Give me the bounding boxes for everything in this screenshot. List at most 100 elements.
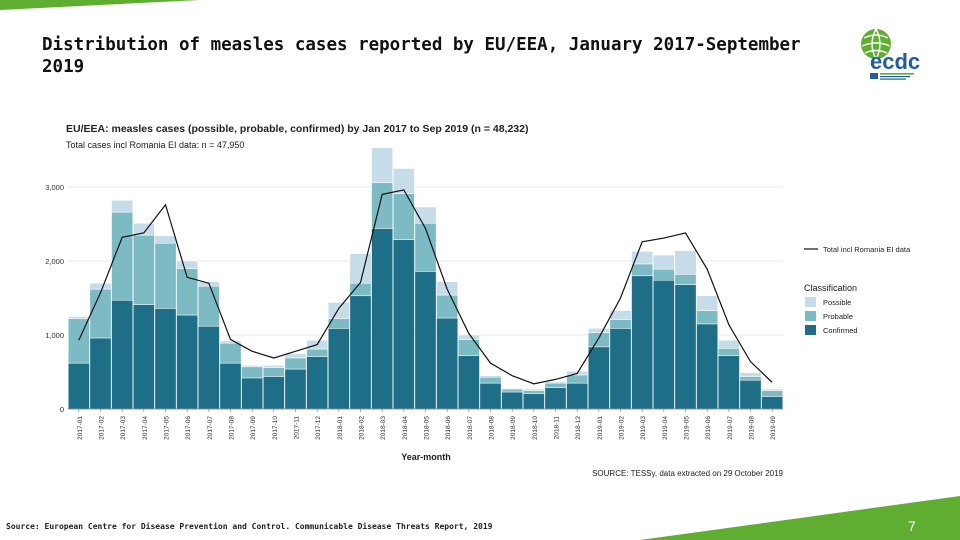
source-note: SOURCE: TESSy, data extracted on 29 Octo… [592,469,783,478]
bar-possible [501,388,524,390]
bar-probable [696,310,719,325]
bar-possible [284,353,307,359]
bar-confirmed [349,295,372,410]
total-line [78,189,773,385]
bar-confirmed [111,299,134,410]
x-tick-label: 2018-06 [445,416,452,440]
measles-chart: EU/EEA: measles cases (possible, probabl… [45,123,911,478]
chart-subtitle: Total cases incl Romania EI data: n = 47… [66,140,244,150]
x-tick-label: 2017-06 [185,416,192,440]
bar-confirmed [436,317,459,410]
y-tick-label: 3,000 [45,183,64,192]
bar-confirmed [631,275,654,410]
bar-possible [544,381,567,384]
bar-confirmed [89,337,112,410]
bar-probable [717,348,740,356]
bar-confirmed [566,382,589,410]
bar-confirmed [241,377,264,410]
x-tick-label: 2019-06 [705,416,712,440]
x-tick-label: 2017-12 [315,416,322,440]
footer-source: Source: European Centre for Disease Prev… [6,522,493,531]
bar-possible [609,310,632,320]
bar-possible [717,339,740,349]
bar-possible [154,235,177,244]
bar-possible [674,250,697,275]
bar-possible [761,388,784,391]
bar-confirmed [262,376,285,410]
bar-confirmed [674,284,697,410]
logo-wordmark: ecdc [870,49,920,74]
x-tick-label: 2017-01 [77,416,84,440]
bar-probable [522,390,545,394]
x-tick-label: 2018-04 [402,416,409,440]
x-tick-label: 2018-01 [337,416,344,440]
bar-probable [219,342,242,364]
x-tick-label: 2018-05 [424,416,431,440]
bar-confirmed [739,379,762,410]
bar-possible [176,260,199,269]
bar-probable [89,288,112,339]
chart-title: EU/EEA: measles cases (possible, probabl… [66,123,528,135]
legend-label-probable: Probable [823,312,853,321]
x-tick-label: 2017-03 [120,416,127,440]
bar-probable [392,193,415,240]
bar-confirmed [306,356,329,410]
bar-possible [371,147,394,183]
bar-probable [674,274,697,285]
bar-confirmed [761,396,784,410]
bar-confirmed [132,304,155,410]
x-tick-label: 2018-12 [575,416,582,440]
x-tick-label: 2019-01 [597,416,604,440]
bar-confirmed [67,362,90,410]
legend-swatch-confirmed [805,325,816,335]
bar-confirmed [176,314,199,410]
bar-probable [154,242,177,309]
legend-label-confirmed: Confirmed [823,326,858,335]
bar-confirmed [371,228,394,410]
bar-possible [349,253,372,284]
y-tick-label: 1,000 [45,331,64,340]
bar-confirmed [609,328,632,410]
x-axis-label: Year-month [401,452,451,462]
bar-possible [111,200,134,213]
bar-possible [67,316,90,319]
bar-possible [457,334,480,340]
bar-confirmed [457,355,480,410]
bar-confirmed [197,325,220,410]
bar-confirmed [544,387,567,410]
bar-confirmed [414,271,437,410]
bar-possible [241,365,264,368]
x-tick-label: 2018-10 [532,416,539,440]
bar-possible [392,168,415,194]
legend-line-label: Total incl Romania EI data [823,245,911,254]
x-tick-label: 2019-08 [749,416,756,440]
bar-probable [132,234,155,305]
top-accent-stripe [0,0,200,10]
legend-swatch-probable [805,311,816,321]
x-tick-label: 2017-08 [229,416,236,440]
bar-probable [587,332,610,348]
bar-probable [631,263,654,277]
x-tick-label: 2017-10 [272,416,279,440]
bar-confirmed [284,368,307,410]
bar-confirmed [479,382,502,410]
x-tick-label: 2018-02 [359,416,366,440]
bar-possible [587,328,610,334]
bar-confirmed [522,393,545,410]
legend-label-possible: Possible [823,298,851,307]
x-tick-label: 2019-05 [684,416,691,440]
x-tick-label: 2019-04 [662,416,669,440]
y-tick-label: 2,000 [45,257,64,266]
x-tick-label: 2018-08 [489,416,496,440]
bar-possible [522,388,545,391]
bar-probable [67,318,90,364]
bar-possible [479,375,502,378]
page-number: 7 [908,518,916,534]
bar-possible [739,372,762,377]
slide-title: Distribution of measles cases reported b… [42,35,801,77]
x-tick-label: 2019-02 [619,416,626,440]
x-tick-label: 2019-07 [727,416,734,440]
bar-confirmed [717,355,740,410]
bar-probable [284,357,307,370]
x-tick-label: 2017-11 [294,416,301,440]
